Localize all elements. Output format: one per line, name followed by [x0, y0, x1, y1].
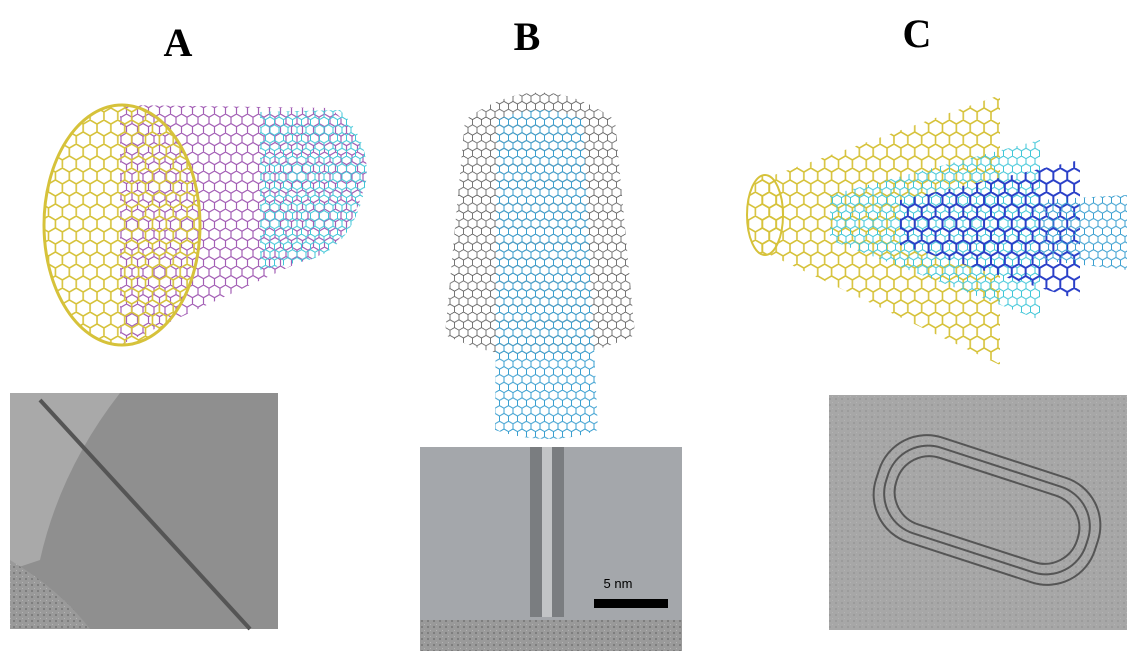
tem-image-a	[10, 393, 278, 629]
figure: A B 5 nm C	[0, 0, 1127, 651]
panel-label: C	[903, 11, 932, 56]
panel-label: A	[164, 20, 193, 65]
nanotube-c	[747, 95, 1127, 365]
tem-image-c	[829, 395, 1127, 630]
nanotube-a	[44, 105, 367, 345]
scale-bar-label: 5 nm	[604, 576, 633, 591]
panel-label: B	[514, 14, 541, 59]
nanotube-b	[445, 93, 635, 440]
tem-image-b: 5 nm	[420, 447, 682, 651]
